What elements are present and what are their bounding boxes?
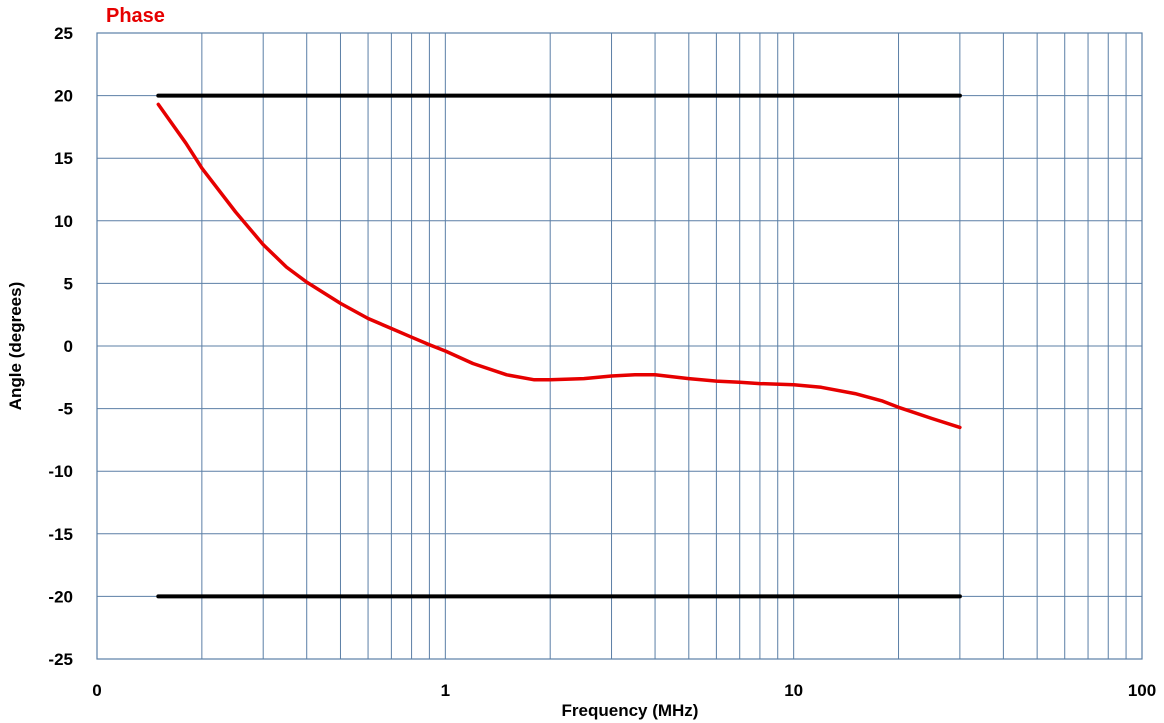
x-tick-label: 1 — [441, 681, 450, 700]
x-axis-title: Frequency (MHz) — [562, 701, 699, 720]
y-tick-label: 10 — [54, 212, 73, 231]
y-tick-label: 25 — [54, 24, 73, 43]
y-tick-label: -10 — [48, 462, 73, 481]
x-tick-label: 0 — [92, 681, 101, 700]
y-tick-label: -5 — [58, 400, 73, 419]
x-tick-label: 10 — [784, 681, 803, 700]
y-tick-labels: 25 20 15 10 5 0 -5 -10 -15 -20 -25 — [48, 24, 73, 669]
y-tick-label: -25 — [48, 650, 73, 669]
y-tick-label: -15 — [48, 525, 73, 544]
x-tick-labels: 0 1 10 100 — [92, 681, 1156, 700]
y-axis-title: Angle (degrees) — [6, 282, 25, 410]
y-tick-label: -20 — [48, 587, 73, 606]
chart-title: Phase — [106, 5, 165, 27]
grid-lines — [97, 32, 1142, 660]
y-tick-label: 20 — [54, 87, 73, 106]
y-tick-label: 15 — [54, 149, 73, 168]
plot-frame — [96, 32, 1143, 660]
x-tick-label: 100 — [1128, 681, 1156, 700]
series-lines — [156, 93, 962, 599]
phase-line — [156, 102, 962, 430]
y-tick-label: 0 — [64, 337, 73, 356]
y-tick-label: 5 — [64, 274, 73, 293]
